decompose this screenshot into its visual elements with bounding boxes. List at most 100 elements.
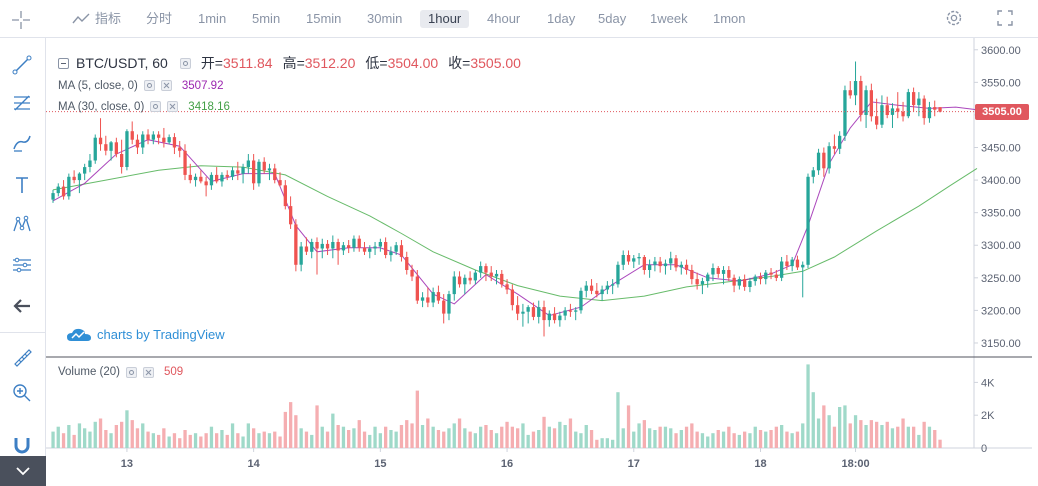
interval-5day[interactable]: 5day xyxy=(598,11,627,26)
chart-legend: BTC/USDT, 60 开= 3511.84 高= 3512.20 低= 3504.… xyxy=(58,53,521,115)
candle-body xyxy=(611,284,615,286)
interval-15min[interactable]: 15min xyxy=(306,11,342,26)
candle-body xyxy=(790,259,794,267)
collapse-legend-icon[interactable] xyxy=(58,57,69,69)
volume-bar xyxy=(209,426,214,448)
volume-bar xyxy=(104,430,108,448)
volume-bar xyxy=(373,426,377,448)
candle-body xyxy=(252,160,256,184)
candle-body xyxy=(758,276,763,280)
ma5-settings-icon[interactable] xyxy=(143,80,155,91)
interval-1mon[interactable]: 1mon xyxy=(713,11,746,26)
volume-bar xyxy=(236,433,240,448)
text-tool[interactable] xyxy=(8,172,36,198)
volume-bar xyxy=(774,426,778,448)
candle-body xyxy=(600,289,604,295)
interval-4hour[interactable]: 4hour xyxy=(487,11,521,26)
candle-body xyxy=(489,272,493,277)
prediction-tool[interactable] xyxy=(8,252,36,278)
volume-bar xyxy=(362,431,367,448)
fullscreen-icon[interactable] xyxy=(996,9,1014,27)
volume-bar xyxy=(547,426,551,448)
fib-retracement-tool[interactable] xyxy=(8,90,36,116)
time-tick-label: 17 xyxy=(628,458,640,470)
candle-body xyxy=(563,310,567,316)
interval-1min[interactable]: 1min xyxy=(198,11,227,26)
volume-settings-icon[interactable] xyxy=(126,366,138,378)
candle-body xyxy=(780,261,784,278)
candle-body xyxy=(933,107,937,110)
candle-body xyxy=(304,246,309,252)
candle-body xyxy=(188,174,192,181)
ma5-remove-icon[interactable] xyxy=(160,80,172,91)
candle-body xyxy=(436,292,441,301)
candle-body xyxy=(83,167,87,174)
candle-body xyxy=(912,92,916,106)
tradingview-branding[interactable]: charts by TradingView xyxy=(67,327,225,342)
price-tick-label: 3450.00 xyxy=(981,143,1021,155)
candle-body xyxy=(114,142,118,154)
trend-line-tool[interactable] xyxy=(8,52,36,78)
candle-body xyxy=(764,272,768,280)
interval-1week[interactable]: 1week xyxy=(650,11,688,26)
ma30-remove-icon[interactable] xyxy=(167,101,179,112)
crosshair-icon[interactable] xyxy=(11,10,31,30)
candle-body xyxy=(616,264,620,285)
volume-bar xyxy=(933,430,937,448)
volume-bar xyxy=(663,426,668,448)
candle-body xyxy=(442,300,446,314)
candle-body xyxy=(431,292,435,303)
volume-bar xyxy=(584,425,588,448)
interval-1hour[interactable]: 1hour xyxy=(420,10,470,28)
interval-30min[interactable]: 30min xyxy=(367,11,403,26)
indicators-button[interactable]: 指标 xyxy=(68,10,125,28)
volume-value: 509 xyxy=(164,366,184,378)
volume-bar xyxy=(732,433,736,448)
ma30-settings-icon[interactable] xyxy=(150,101,162,112)
candle-body xyxy=(267,168,272,171)
collapse-toolbar-button[interactable] xyxy=(0,456,46,486)
volume-bar xyxy=(347,430,351,448)
candle-body xyxy=(373,246,377,249)
open-label: 开= xyxy=(200,55,223,71)
price-tick-label: 3400.00 xyxy=(981,175,1021,187)
brush-tool[interactable] xyxy=(8,130,36,156)
interval-fenshi[interactable]: 分时 xyxy=(146,11,173,26)
volume-bar xyxy=(357,420,361,448)
candle-body xyxy=(658,261,662,267)
volume-bar xyxy=(595,439,599,448)
volume-bar xyxy=(721,431,726,448)
candle-body xyxy=(484,266,488,273)
candle-body xyxy=(843,90,847,136)
candle-body xyxy=(648,264,652,270)
volume-remove-icon[interactable] xyxy=(143,366,155,378)
interval-5min[interactable]: 5min xyxy=(252,11,281,26)
back-arrow-tool[interactable] xyxy=(8,293,36,319)
candle-body xyxy=(547,313,551,321)
volume-bar xyxy=(563,425,567,448)
volume-bar xyxy=(901,418,905,448)
magnet-tool[interactable] xyxy=(8,432,36,458)
symbol-settings-icon[interactable] xyxy=(179,57,191,69)
volume-bar xyxy=(885,421,889,448)
pattern-tool[interactable] xyxy=(8,212,36,238)
zoom-tool[interactable] xyxy=(8,380,36,406)
time-tick-label: 14 xyxy=(248,458,261,470)
candle-body xyxy=(325,243,330,249)
candle-body xyxy=(362,247,367,252)
measure-tool[interactable] xyxy=(8,344,36,370)
volume-bar xyxy=(516,428,520,448)
price-chart[interactable]: 3600.003550.003500.003450.003400.003350.… xyxy=(46,38,1032,486)
candle-body xyxy=(426,297,430,303)
price-tick-label: 3250.00 xyxy=(981,273,1021,285)
interval-1day[interactable]: 1day xyxy=(547,11,576,26)
volume-bar xyxy=(769,430,773,448)
volume-bar xyxy=(811,392,815,448)
settings-gear-icon[interactable] xyxy=(944,8,964,28)
volume-bar xyxy=(684,426,689,448)
volume-bar xyxy=(72,434,76,448)
candle-body xyxy=(72,176,76,181)
price-tick-label: 3300.00 xyxy=(981,240,1021,252)
candle-body xyxy=(711,268,715,275)
candle-body xyxy=(151,134,155,140)
